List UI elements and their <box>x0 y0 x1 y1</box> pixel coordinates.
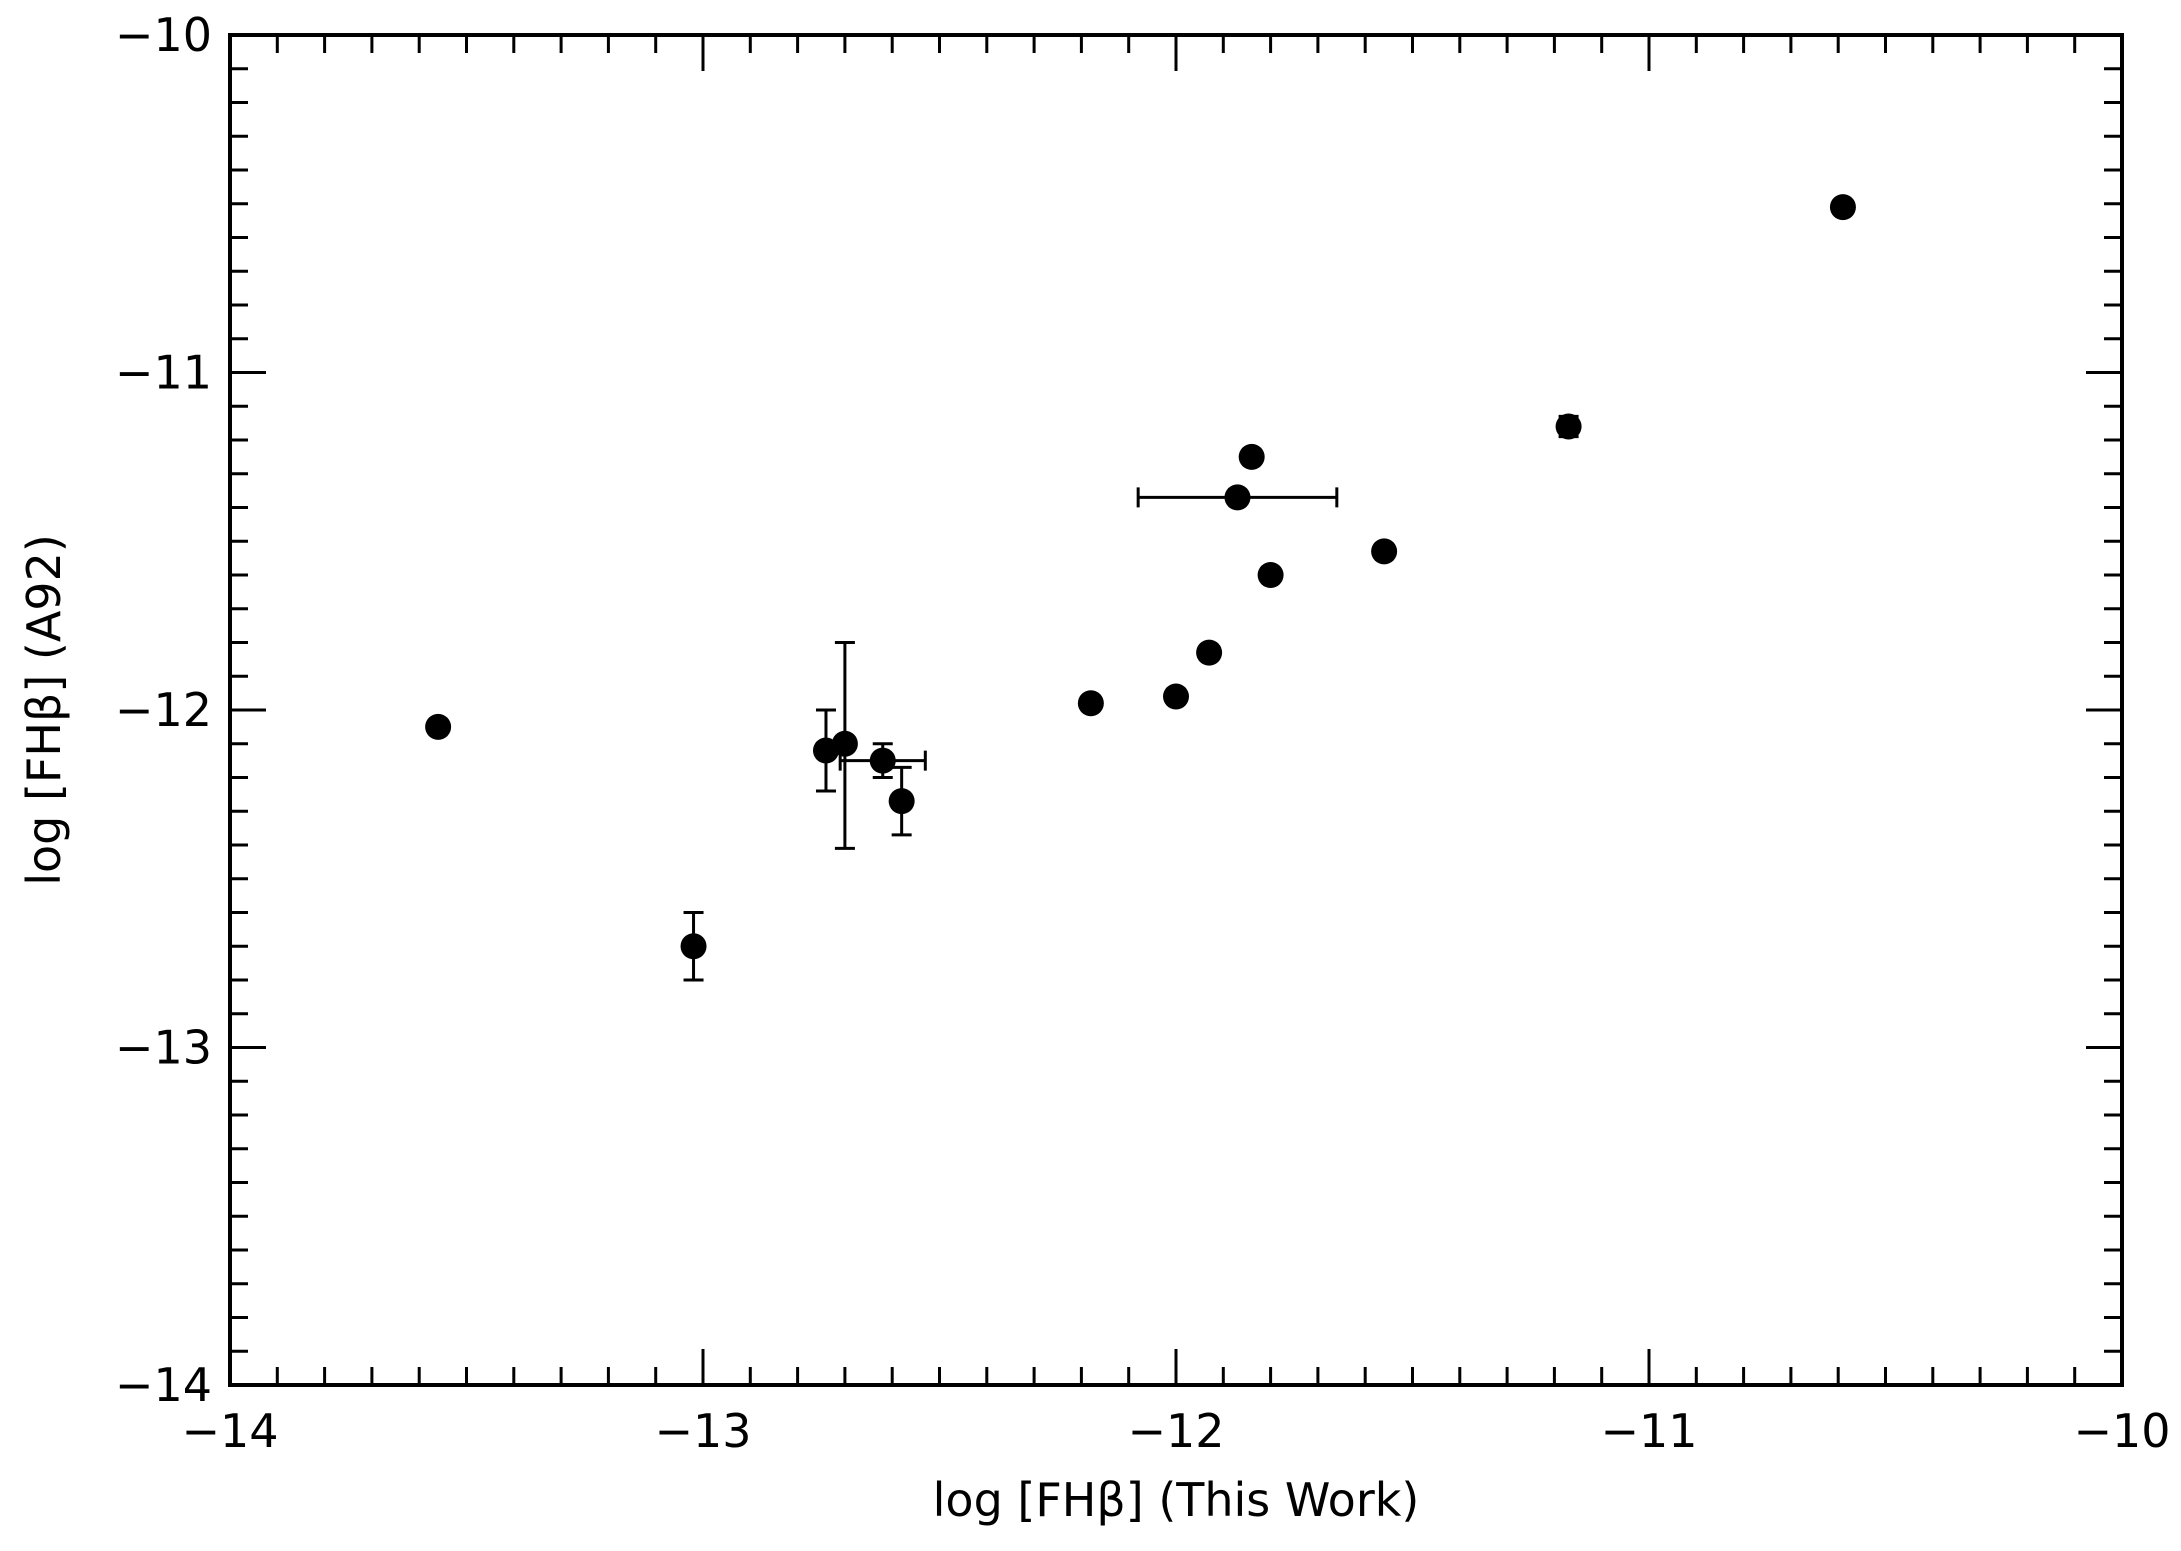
y-tick-label: −10 <box>115 8 212 62</box>
y-tick-label: −11 <box>115 346 212 400</box>
data-point <box>1163 683 1189 710</box>
x-tick-label: −11 <box>1600 1404 1697 1458</box>
data-point <box>831 730 858 757</box>
data-point <box>888 788 915 815</box>
x-tick-labels: −14 −13 −12 −11 −10 <box>181 1404 2170 1458</box>
y-tick-label: −13 <box>115 1021 212 1075</box>
data-point <box>1829 194 1856 221</box>
y-tick-label: −12 <box>115 683 212 737</box>
data-point <box>425 713 452 740</box>
x-tick-label: −13 <box>654 1404 751 1458</box>
y-tick-label: −14 <box>115 1358 212 1412</box>
data-point <box>680 933 707 960</box>
data-point <box>1257 562 1284 588</box>
data-point <box>1555 413 1582 440</box>
plot-frame <box>228 33 2124 1387</box>
y-tick-labels: −14 −13 −12 −11 −10 <box>115 8 212 1412</box>
data-point <box>1238 443 1265 470</box>
y-axis-title: log [FHβ] (A92) <box>17 534 71 886</box>
x-tick-label: −12 <box>1127 1404 1224 1458</box>
data-point <box>869 747 896 774</box>
x-axis-title: log [FHβ] (This Work) <box>933 1473 1420 1527</box>
axis-ticks <box>228 33 2124 1387</box>
x-tick-label: −10 <box>2073 1404 2170 1458</box>
x-tick-label: −14 <box>181 1404 278 1458</box>
data-point <box>1224 484 1251 511</box>
data-point <box>1196 639 1223 666</box>
data-point <box>1371 538 1398 565</box>
error-bars <box>683 414 1579 982</box>
data-point <box>1077 690 1104 717</box>
data-points <box>425 194 1856 960</box>
